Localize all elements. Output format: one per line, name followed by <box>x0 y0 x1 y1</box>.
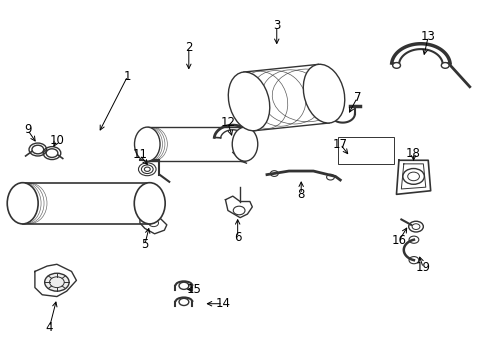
Text: 8: 8 <box>297 188 305 201</box>
Ellipse shape <box>7 183 38 224</box>
Ellipse shape <box>303 64 345 123</box>
Text: 1: 1 <box>124 69 131 82</box>
Circle shape <box>441 63 449 68</box>
Ellipse shape <box>228 72 270 131</box>
Text: 18: 18 <box>406 147 421 159</box>
Ellipse shape <box>134 183 165 224</box>
Text: 5: 5 <box>141 238 148 251</box>
Bar <box>338 137 394 164</box>
Text: 19: 19 <box>416 261 431 274</box>
Circle shape <box>403 168 424 184</box>
Circle shape <box>409 257 419 264</box>
Text: 9: 9 <box>24 123 31 136</box>
Circle shape <box>409 221 423 232</box>
Ellipse shape <box>232 127 258 161</box>
Text: 15: 15 <box>186 283 201 296</box>
Text: 4: 4 <box>46 320 53 333</box>
Circle shape <box>270 171 278 176</box>
Text: 17: 17 <box>333 138 348 150</box>
Circle shape <box>179 298 189 306</box>
Circle shape <box>179 282 189 289</box>
Circle shape <box>392 63 400 68</box>
Circle shape <box>409 236 419 243</box>
Circle shape <box>45 273 69 291</box>
Text: 14: 14 <box>216 297 230 310</box>
Text: 16: 16 <box>392 234 406 247</box>
Circle shape <box>327 174 334 180</box>
Text: 7: 7 <box>354 91 361 104</box>
Text: 6: 6 <box>234 231 242 244</box>
Text: 10: 10 <box>49 134 64 147</box>
Text: 2: 2 <box>185 41 193 54</box>
Text: 12: 12 <box>220 116 235 129</box>
Ellipse shape <box>135 127 160 161</box>
Text: 11: 11 <box>132 148 147 161</box>
Text: 13: 13 <box>421 30 436 43</box>
Text: 3: 3 <box>273 19 280 32</box>
